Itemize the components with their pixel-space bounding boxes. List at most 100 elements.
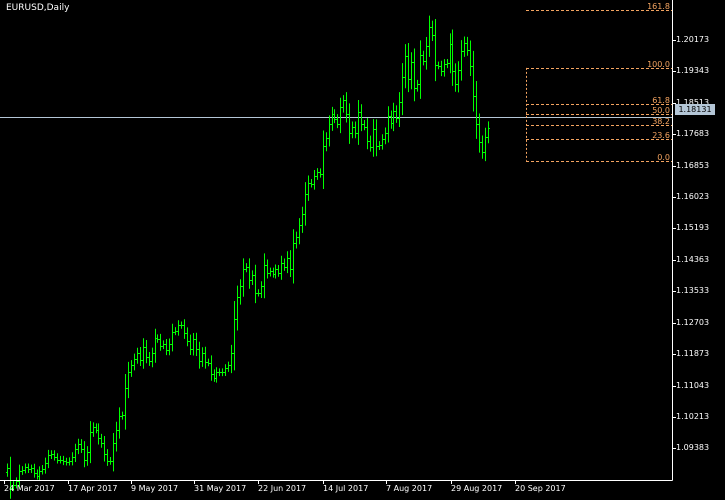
price-candle bbox=[145, 339, 148, 364]
price-candle bbox=[457, 61, 460, 93]
price-candle bbox=[30, 464, 33, 474]
price-tick-label: 1.11043 bbox=[676, 380, 710, 390]
price-candle bbox=[410, 52, 413, 90]
price-candle bbox=[274, 264, 277, 279]
price-candle bbox=[360, 104, 363, 132]
price-candle bbox=[159, 333, 162, 351]
price-candle bbox=[487, 121, 490, 144]
price-candle bbox=[466, 36, 469, 56]
price-tick-label: 1.09383 bbox=[676, 443, 710, 453]
price-candle bbox=[12, 480, 15, 492]
price-tick-label: 1.16023 bbox=[676, 191, 710, 201]
price-candle bbox=[186, 327, 189, 347]
price-candle bbox=[121, 411, 124, 420]
price-candle bbox=[475, 81, 478, 139]
price-candle bbox=[109, 457, 112, 465]
price-candle bbox=[395, 105, 398, 123]
price-candle bbox=[221, 368, 224, 377]
price-candle bbox=[392, 102, 395, 132]
price-candle bbox=[263, 253, 266, 299]
price-candle bbox=[53, 450, 56, 461]
price-tick-label: 1.17683 bbox=[676, 129, 710, 139]
price-candle bbox=[83, 441, 86, 468]
price-candle bbox=[345, 92, 348, 123]
price-candle bbox=[286, 251, 289, 274]
price-candle bbox=[425, 37, 428, 70]
price-candle bbox=[65, 457, 68, 466]
price-candle bbox=[266, 259, 269, 279]
price-candle bbox=[325, 132, 328, 152]
time-tick-label: 22 Jun 2017 bbox=[258, 484, 307, 493]
price-candle bbox=[372, 119, 375, 157]
price-candle bbox=[446, 58, 449, 69]
price-candle bbox=[416, 79, 419, 92]
price-candle bbox=[59, 455, 62, 464]
price-candle bbox=[236, 285, 239, 331]
price-candle bbox=[363, 119, 366, 131]
price-candle bbox=[277, 265, 280, 277]
chart-title: EURUSD,Daily bbox=[6, 3, 70, 13]
price-candle bbox=[272, 267, 275, 278]
time-tick-label: 20 Sep 2017 bbox=[515, 484, 566, 493]
price-candle bbox=[304, 182, 307, 226]
price-candle bbox=[407, 42, 410, 93]
price-candle bbox=[463, 36, 466, 57]
price-candle bbox=[404, 44, 407, 89]
price-candle bbox=[106, 449, 109, 466]
price-candle bbox=[336, 114, 339, 129]
price-candle bbox=[428, 15, 431, 57]
price-candle bbox=[298, 218, 301, 245]
price-candle bbox=[95, 423, 98, 434]
price-candle bbox=[24, 463, 27, 474]
price-candle bbox=[89, 421, 92, 464]
price-candle bbox=[21, 466, 24, 475]
price-candle bbox=[351, 121, 354, 139]
price-candle bbox=[44, 457, 47, 474]
price-candle bbox=[354, 121, 357, 139]
price-tick-label: 1.16853 bbox=[676, 160, 710, 170]
price-candle bbox=[162, 340, 165, 350]
price-candle bbox=[260, 281, 263, 299]
price-candle bbox=[269, 267, 272, 277]
price-candle bbox=[280, 255, 283, 280]
price-candle bbox=[189, 334, 192, 355]
price-candle bbox=[413, 48, 416, 102]
price-candle bbox=[68, 457, 71, 466]
price-candle bbox=[422, 50, 425, 66]
price-candle bbox=[431, 20, 434, 41]
price-candle bbox=[390, 110, 393, 129]
fibonacci-level-label: 23.6 bbox=[652, 130, 670, 140]
price-candle bbox=[18, 464, 21, 488]
price-candle bbox=[283, 258, 286, 271]
price-candle bbox=[218, 368, 221, 377]
price-candle bbox=[118, 407, 121, 439]
time-tick-label: 14 Jul 2017 bbox=[323, 484, 369, 493]
price-tick-label: 1.11873 bbox=[676, 349, 710, 359]
price-candle bbox=[192, 332, 195, 356]
price-tick-label: 1.20173 bbox=[676, 34, 710, 44]
price-candle bbox=[451, 29, 454, 86]
time-tick-label: 9 May 2017 bbox=[131, 484, 179, 493]
price-candle bbox=[313, 170, 316, 190]
price-candle bbox=[92, 422, 95, 437]
price-candle bbox=[301, 206, 304, 233]
price-candle bbox=[378, 141, 381, 150]
price-candle bbox=[401, 63, 404, 116]
price-candle bbox=[254, 264, 257, 304]
price-candle bbox=[239, 279, 242, 305]
price-tick-label: 1.15193 bbox=[676, 223, 710, 233]
price-tick-label: 1.10213 bbox=[676, 412, 710, 421]
price-candle bbox=[204, 346, 207, 369]
time-tick-label: 29 Aug 2017 bbox=[451, 484, 503, 493]
price-candle bbox=[319, 168, 322, 178]
price-candle bbox=[215, 367, 218, 383]
price-candle bbox=[198, 341, 201, 369]
price-candle bbox=[437, 61, 440, 70]
price-candle bbox=[100, 433, 103, 448]
price-candle bbox=[77, 438, 80, 455]
price-candle bbox=[322, 130, 325, 190]
price-candle bbox=[245, 263, 248, 273]
price-candle bbox=[251, 270, 254, 286]
